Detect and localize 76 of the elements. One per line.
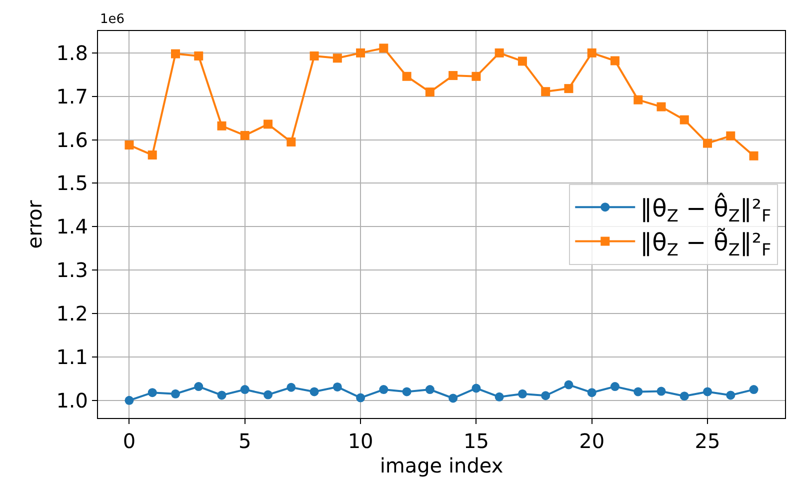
point <box>726 390 736 400</box>
point <box>472 384 481 393</box>
point <box>610 382 620 392</box>
point <box>356 48 366 58</box>
point <box>425 88 434 97</box>
x-tick-label: 15 <box>463 429 489 453</box>
point <box>634 95 643 104</box>
point <box>634 387 643 396</box>
x-tick-label: 0 <box>122 429 136 453</box>
point <box>194 382 204 392</box>
point <box>749 385 758 394</box>
point <box>726 131 736 140</box>
point <box>703 138 712 148</box>
point <box>680 392 689 401</box>
point <box>448 71 458 80</box>
point <box>286 137 296 146</box>
text: 1e6 <box>100 12 125 27</box>
point <box>332 382 342 392</box>
point <box>194 51 204 60</box>
point <box>472 72 481 81</box>
point <box>494 48 504 58</box>
x-tick-label: 5 <box>238 429 252 453</box>
point <box>402 72 412 81</box>
y-tick-label: 1.2 <box>56 302 88 326</box>
point <box>310 387 319 396</box>
x-axis-title: image index <box>380 454 504 478</box>
point <box>656 102 666 112</box>
point <box>518 389 527 398</box>
point <box>448 394 458 403</box>
legend-label: ‖θ$_{Z}$ − θ̃$_{Z}$‖²$_{F}$ <box>640 227 772 260</box>
point <box>749 151 758 160</box>
point <box>332 54 342 63</box>
point <box>610 56 620 66</box>
point <box>310 51 319 60</box>
point <box>564 84 574 94</box>
y-tick-label: 1.4 <box>56 214 88 239</box>
y-axis-title: error <box>22 200 47 249</box>
point <box>703 387 712 396</box>
point <box>240 130 250 140</box>
point <box>217 121 226 130</box>
point <box>587 388 596 398</box>
point <box>541 87 550 96</box>
point <box>170 49 180 58</box>
point <box>124 396 134 405</box>
point <box>240 385 250 394</box>
point <box>564 380 574 390</box>
y-tick-label: 1.3 <box>56 258 88 282</box>
y-tick-label: 1.0 <box>56 388 88 412</box>
x-tick-label: 10 <box>348 429 374 453</box>
point <box>379 44 388 53</box>
y-tick-label: 1.1 <box>56 344 88 369</box>
point <box>518 56 527 66</box>
point <box>264 120 273 129</box>
legend-label: ‖θ$_{Z}$ − θ̂$_{Z}$‖²$_{F}$ <box>640 192 772 226</box>
point <box>264 390 273 400</box>
point <box>356 393 366 402</box>
point <box>587 48 596 58</box>
y-tick-label: 1.6 <box>56 128 88 152</box>
x-tick-label: 20 <box>579 429 605 453</box>
point <box>680 115 689 124</box>
point <box>148 388 157 398</box>
point <box>286 382 296 392</box>
point <box>170 389 180 398</box>
point <box>494 392 504 402</box>
x-tick-label: 25 <box>694 429 720 453</box>
point <box>402 387 412 396</box>
point <box>217 390 226 400</box>
y-tick-label: 1.5 <box>56 171 88 196</box>
point <box>124 140 134 150</box>
point <box>379 385 388 394</box>
y-tick-label: 1.7 <box>56 84 88 108</box>
point <box>148 150 157 160</box>
y-tick-label: 1.8 <box>56 40 88 65</box>
point <box>656 386 666 396</box>
point <box>541 391 550 400</box>
point <box>425 385 434 394</box>
